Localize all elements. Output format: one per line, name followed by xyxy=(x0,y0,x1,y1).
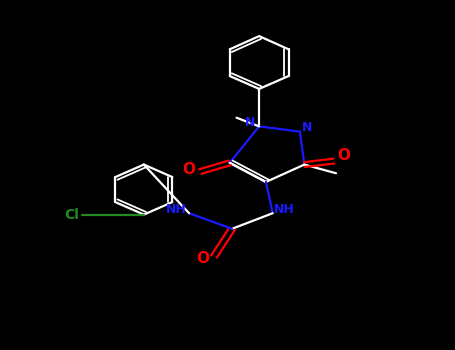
Text: Cl: Cl xyxy=(65,208,79,222)
Text: O: O xyxy=(196,251,209,266)
Text: NH: NH xyxy=(273,203,294,216)
Text: N: N xyxy=(245,116,255,129)
Text: O: O xyxy=(337,148,350,163)
Text: O: O xyxy=(182,162,195,177)
Text: NH: NH xyxy=(166,203,187,216)
Text: N: N xyxy=(302,121,312,134)
